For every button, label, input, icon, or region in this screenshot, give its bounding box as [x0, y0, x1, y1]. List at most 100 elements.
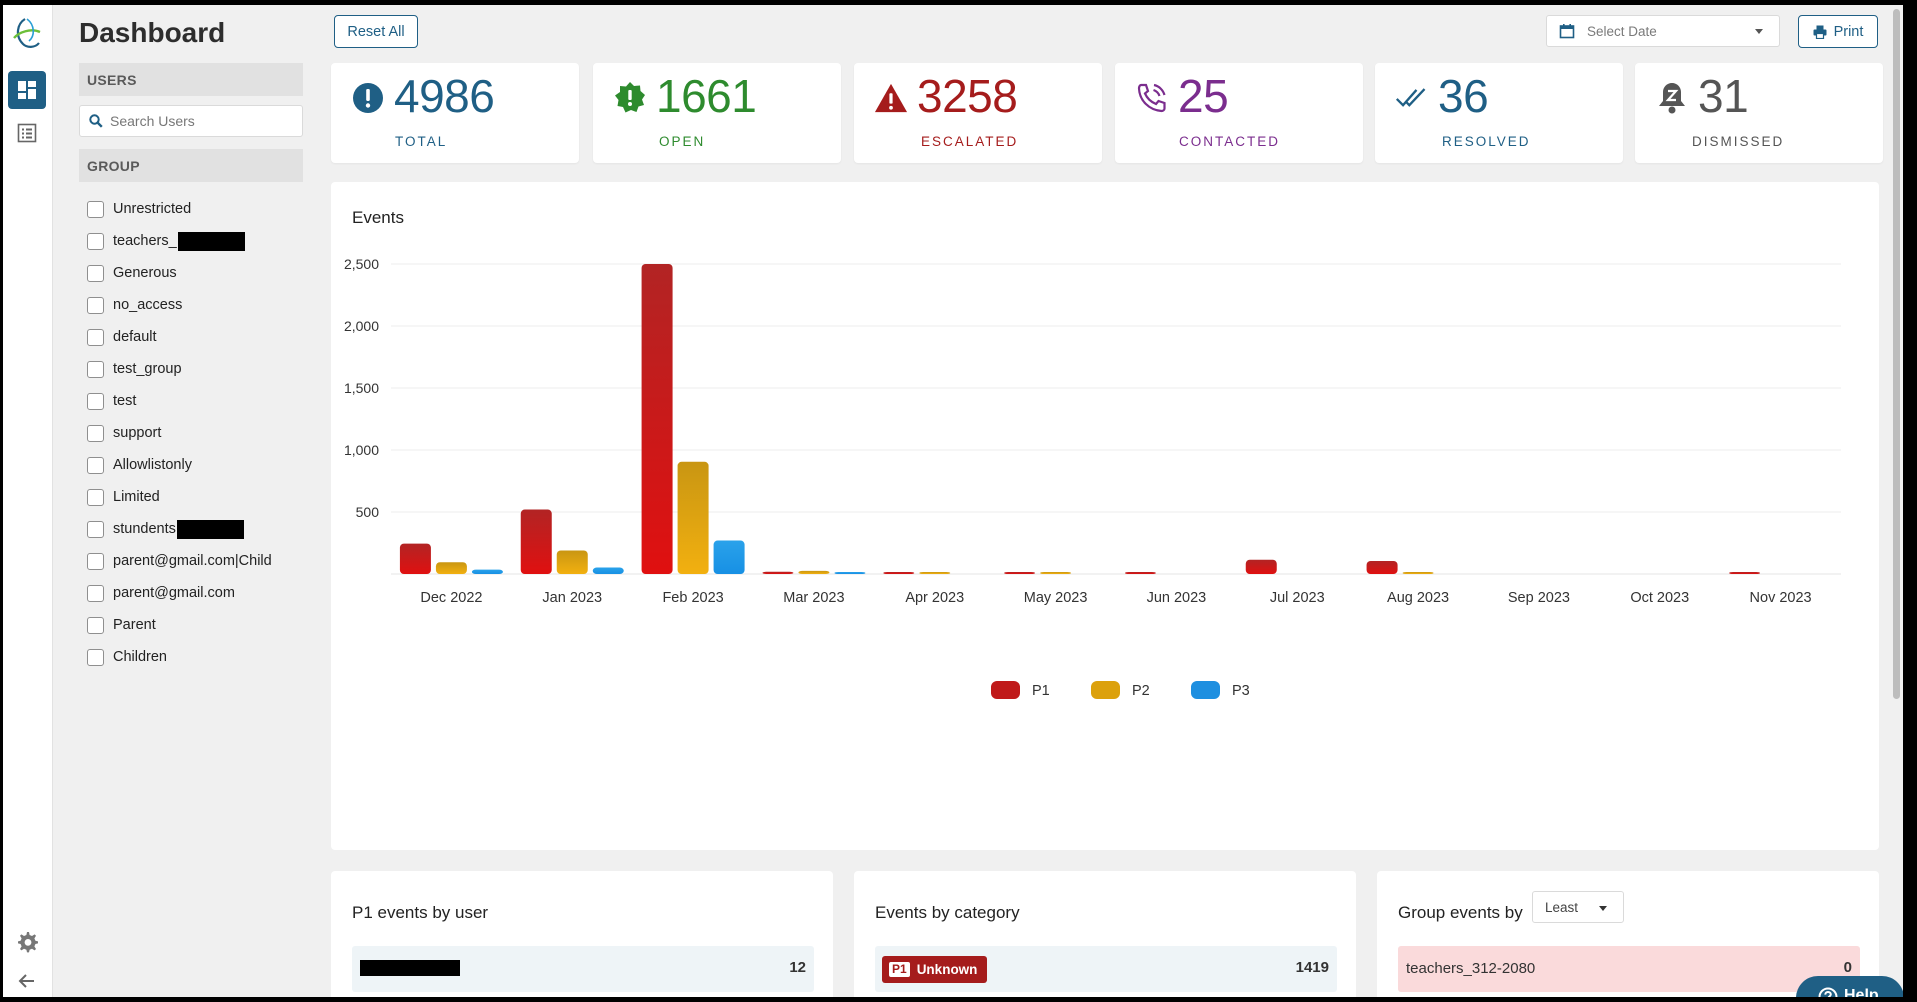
- legend-swatch-p2: [1091, 681, 1120, 699]
- alert-circle-icon: [351, 81, 385, 115]
- stat-card-open[interactable]: 1661 OPEN: [593, 63, 841, 163]
- bar-p1: [641, 264, 673, 574]
- group-checkbox[interactable]: [87, 584, 104, 602]
- x-tick-label: Mar 2023: [783, 590, 844, 606]
- stat-card-escalated[interactable]: 3258 ESCALATED: [854, 63, 1102, 163]
- reset-all-button[interactable]: Reset All: [334, 15, 418, 48]
- x-tick-label: Dec 2022: [420, 590, 482, 606]
- card-title: P1 events by user: [352, 903, 489, 922]
- search-users-input[interactable]: [110, 111, 298, 131]
- y-tick-label: 2,000: [344, 318, 379, 334]
- group-checkbox[interactable]: [87, 424, 104, 442]
- group-checkbox[interactable]: [87, 360, 104, 378]
- stat-value: 3258: [917, 70, 1018, 122]
- date-select[interactable]: Select Date: [1546, 15, 1780, 47]
- x-tick-label: Sep 2023: [1508, 590, 1570, 606]
- list-nav-icon[interactable]: [8, 114, 46, 152]
- group-event-count: 0: [1843, 959, 1852, 976]
- group-checkbox[interactable]: [87, 648, 104, 666]
- group-item[interactable]: Generous: [87, 257, 317, 289]
- settings-gear-icon[interactable]: [8, 923, 46, 961]
- stat-label: CONTACTED: [1179, 134, 1280, 149]
- search-users-field[interactable]: [79, 105, 303, 137]
- group-checkbox[interactable]: [87, 616, 104, 634]
- group-checkbox[interactable]: [87, 232, 104, 250]
- group-item[interactable]: no_access: [87, 289, 317, 321]
- group-checkbox[interactable]: [87, 264, 104, 282]
- x-tick-label: Jan 2023: [542, 590, 602, 606]
- stat-card-resolved[interactable]: 36 RESOLVED: [1375, 63, 1623, 163]
- group-label: default: [113, 329, 157, 345]
- bar-p3: [834, 572, 866, 574]
- group-label: parent@gmail.com|Child: [113, 553, 272, 569]
- help-circle-icon: [1818, 987, 1838, 997]
- group-label: Allowlistonly: [113, 457, 192, 473]
- user-event-row[interactable]: 12: [352, 946, 814, 992]
- bar-p2: [919, 572, 951, 574]
- group-item[interactable]: teachers_: [87, 225, 317, 257]
- category-badge: P1 Unknown: [882, 956, 988, 983]
- group-order-select[interactable]: Least: [1532, 891, 1624, 923]
- y-tick-label: 2,500: [344, 256, 379, 272]
- x-tick-label: May 2023: [1024, 590, 1088, 606]
- stat-card-total[interactable]: 4986 TOTAL: [331, 63, 579, 163]
- page-scrollbar[interactable]: [1889, 5, 1903, 997]
- stat-label: ESCALATED: [921, 134, 1019, 149]
- group-checkbox[interactable]: [87, 552, 104, 570]
- group-item[interactable]: parent@gmail.com|Child: [87, 545, 317, 577]
- group-order-value: Least: [1545, 900, 1579, 915]
- group-item[interactable]: support: [87, 417, 317, 449]
- stat-value: 1661: [656, 70, 757, 122]
- chevron-down-icon: [1755, 29, 1763, 34]
- group-item[interactable]: stundents: [87, 513, 317, 545]
- group-item[interactable]: Parent: [87, 609, 317, 641]
- group-label: Parent: [113, 617, 156, 633]
- group-item[interactable]: Allowlistonly: [87, 449, 317, 481]
- stat-card-dismissed[interactable]: 31 DISMISSED: [1635, 63, 1883, 163]
- bar-p3: [471, 569, 503, 574]
- group-checkbox[interactable]: [87, 488, 104, 506]
- bar-p1: [520, 509, 552, 574]
- group-checkbox[interactable]: [87, 296, 104, 314]
- stat-label: TOTAL: [395, 134, 448, 149]
- group-checkbox[interactable]: [87, 328, 104, 346]
- bar-p1: [1729, 572, 1761, 574]
- p1-events-by-user-card: P1 events by user 12: [331, 871, 833, 997]
- group-item[interactable]: parent@gmail.com: [87, 577, 317, 609]
- group-checkbox[interactable]: [87, 200, 104, 218]
- filter-sidebar: Dashboard USERS GROUP Unrestricted teache…: [53, 5, 315, 997]
- bar-p2: [677, 461, 709, 574]
- group-item[interactable]: Unrestricted: [87, 193, 317, 225]
- badge-alert-icon: [613, 81, 647, 115]
- page-title: Dashboard: [79, 17, 226, 48]
- double-check-icon: [1395, 81, 1429, 115]
- group-item[interactable]: Limited: [87, 481, 317, 513]
- group-checkbox[interactable]: [87, 520, 104, 538]
- help-button[interactable]: Help: [1796, 976, 1903, 997]
- group-checkbox[interactable]: [87, 456, 104, 474]
- stat-card-contacted[interactable]: 25 CONTACTED: [1115, 63, 1363, 163]
- help-label: Help: [1844, 987, 1879, 997]
- printer-icon: [1813, 25, 1827, 39]
- stat-value: 36: [1438, 70, 1489, 122]
- print-button[interactable]: Print: [1798, 15, 1878, 48]
- bar-p2: [1402, 572, 1434, 574]
- group-item[interactable]: test: [87, 385, 317, 417]
- group-item[interactable]: test_group: [87, 353, 317, 385]
- x-tick-label: Apr 2023: [905, 590, 964, 606]
- group-item[interactable]: Children: [87, 641, 317, 673]
- group-event-row[interactable]: teachers_312-2080 0: [1398, 946, 1860, 992]
- legend-swatch-p1: [991, 681, 1020, 699]
- dashboard-nav-icon[interactable]: [8, 71, 46, 109]
- group-label: no_access: [113, 297, 183, 313]
- legend-label: P2: [1132, 683, 1150, 699]
- scrollbar-thumb[interactable]: [1893, 9, 1900, 699]
- group-checkbox[interactable]: [87, 392, 104, 410]
- group-item[interactable]: default: [87, 321, 317, 353]
- collapse-arrow-icon[interactable]: [8, 962, 46, 997]
- bar-p2: [798, 570, 830, 574]
- events-chart-title: Events: [352, 208, 404, 227]
- category-row[interactable]: P1 Unknown 1419: [875, 946, 1337, 992]
- search-icon: [89, 114, 103, 128]
- group-label: parent@gmail.com: [113, 585, 235, 601]
